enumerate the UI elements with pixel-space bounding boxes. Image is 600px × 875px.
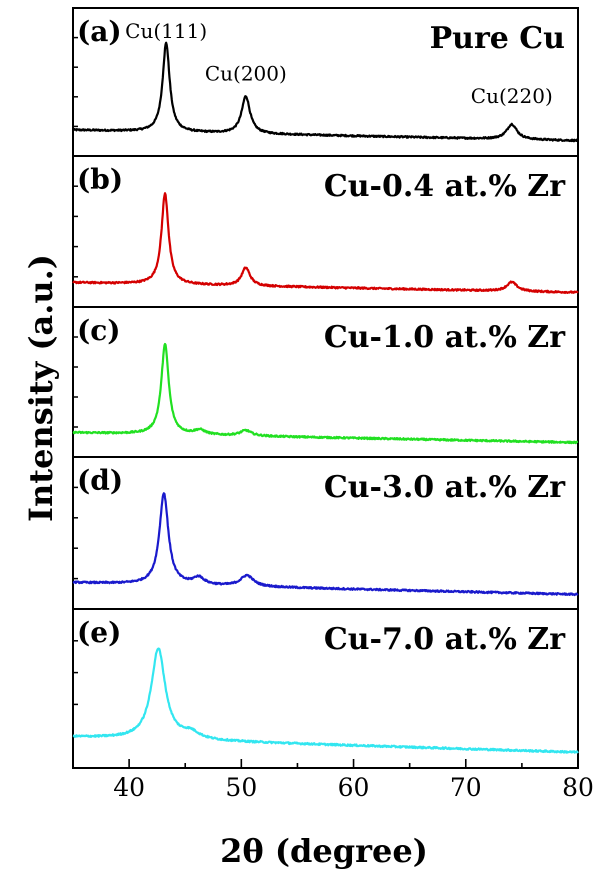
panel-letter: (e) xyxy=(77,616,121,649)
series-line xyxy=(72,192,579,294)
series-line xyxy=(72,492,579,597)
x-tick-label: 70 xyxy=(450,773,482,802)
y-ticks xyxy=(73,185,78,278)
panel-title: Pure Cu xyxy=(430,21,565,56)
x-tick-label: 50 xyxy=(225,773,257,802)
x-tick-label: 60 xyxy=(338,773,370,802)
panel-c: (c) Cu-1.0 at.% Zr xyxy=(72,306,579,458)
panel-a: (a) Pure Cu Cu(111) Cu(200) Cu(220) xyxy=(72,7,579,157)
panel-e: (e) Cu-7.0 at.% Zr xyxy=(72,608,579,769)
panel-title: Cu-1.0 at.% Zr xyxy=(324,320,566,355)
x-tick-label: 80 xyxy=(562,773,594,802)
panel-d: (d) Cu-3.0 at.% Zr xyxy=(72,456,579,610)
panel-title: Cu-0.4 at.% Zr xyxy=(324,169,566,204)
panels: (a) Pure Cu Cu(111) Cu(200) Cu(220) (b) Cu-0.4… xyxy=(72,7,579,769)
series-line xyxy=(72,41,579,143)
panel-title: Cu-3.0 at.% Zr xyxy=(324,470,566,505)
panel-letter: (b) xyxy=(77,163,123,196)
panel-b: (b) Cu-0.4 at.% Zr xyxy=(72,155,579,308)
y-ticks xyxy=(73,486,78,580)
y-ticks xyxy=(73,36,78,128)
peak-annotation: Cu(111) xyxy=(125,19,207,43)
panel-letter: (a) xyxy=(77,15,122,48)
x-tick-label: 40 xyxy=(113,773,145,802)
series-line xyxy=(72,342,579,445)
panel-letter: (c) xyxy=(77,314,121,347)
panel-frame xyxy=(72,608,579,769)
y-ticks xyxy=(73,336,78,428)
panel-letter: (d) xyxy=(77,464,123,497)
y-axis-label: Intensity (a.u.) xyxy=(22,254,60,522)
x-axis-label: 2θ (degree) xyxy=(220,832,428,870)
peak-annotation: Cu(200) xyxy=(205,62,287,86)
x-axis: 40 50 60 70 80 xyxy=(72,759,594,802)
series-line xyxy=(72,647,579,754)
peak-annotation: Cu(220) xyxy=(471,84,553,108)
panel-title: Cu-7.0 at.% Zr xyxy=(324,622,566,657)
